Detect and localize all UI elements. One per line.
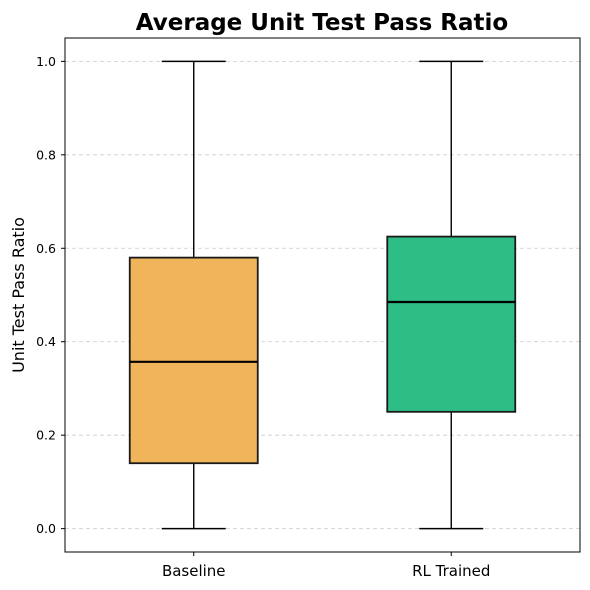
y-tick-label: 0.4 [36,334,56,349]
box-rl-trained [386,60,517,530]
chart-title: Average Unit Test Pass Ratio [136,10,508,36]
box-baseline [128,60,259,530]
iqr-box [386,235,517,413]
x-axis-ticks: Baseline RL Trained [162,552,490,580]
plot-area-frame [64,37,581,553]
iqr-box [128,256,259,465]
x-tick-label: Baseline [162,562,226,580]
y-tick-label: 0.2 [36,428,56,443]
box-group [128,60,517,530]
y-tick-label: 0.6 [36,241,56,256]
y-tick-label: 0.0 [36,521,56,536]
y-tick-label: 1.0 [36,54,56,69]
x-tick-label: RL Trained [412,562,490,580]
y-axis-label: Unit Test Pass Ratio [9,217,28,373]
y-axis-ticks: 0.0 0.2 0.4 0.6 0.8 1.0 [36,54,65,536]
y-tick-label: 0.8 [36,147,56,162]
